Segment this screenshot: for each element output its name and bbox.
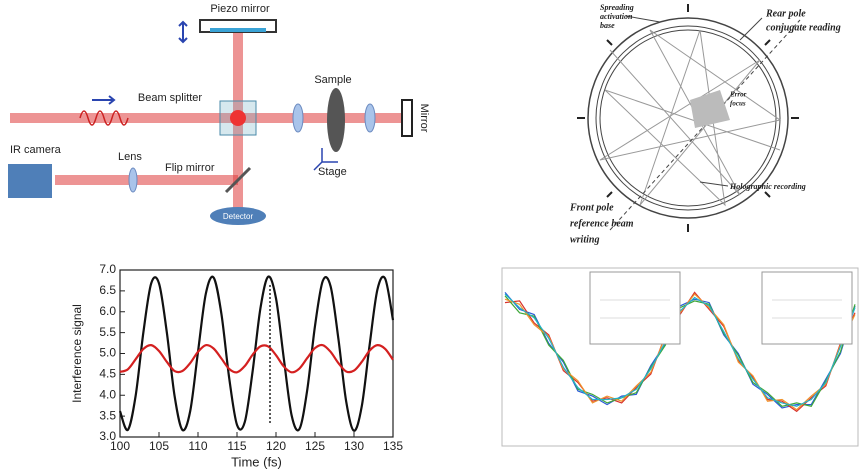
label: base — [600, 21, 615, 30]
label: Mirror — [418, 104, 430, 133]
label: Spreading — [600, 3, 634, 12]
camera — [8, 164, 52, 198]
stage-axes — [313, 148, 338, 171]
y-tick-label: 4.5 — [99, 367, 116, 381]
hologram-diagram — [577, 4, 801, 232]
optics-diagram: Piezo mirror Beam splitter Sample Mirror… — [8, 3, 430, 225]
label: conjugate reading — [766, 22, 841, 33]
flip-mirror — [224, 166, 252, 194]
arrow — [92, 95, 116, 105]
ring — [599, 29, 777, 207]
detector — [210, 207, 266, 225]
lens — [128, 167, 138, 193]
label: writing — [570, 234, 599, 245]
ring — [587, 17, 789, 219]
series-line — [118, 275, 395, 432]
label: activation — [600, 12, 633, 21]
label: Detector — [223, 212, 254, 221]
leader — [625, 15, 661, 23]
x-tick-label: 100 — [110, 439, 130, 453]
label: Rear pole — [765, 8, 806, 19]
mirror-surface — [210, 28, 266, 32]
ticks — [577, 4, 799, 232]
x-tick-label: 120 — [266, 439, 286, 453]
label: Sample — [314, 74, 351, 86]
sample — [327, 88, 345, 152]
label: IR camera — [10, 144, 62, 156]
ring — [595, 25, 781, 211]
pulse — [79, 110, 129, 126]
lens — [292, 103, 304, 133]
label: focus — [730, 100, 746, 108]
label: Flip mirror — [165, 162, 215, 174]
x-tick-label: 105 — [149, 439, 169, 453]
label: Front pole — [569, 202, 614, 213]
y-tick-label: 6.0 — [99, 304, 116, 318]
y-axis-label: Interference signal — [70, 304, 84, 403]
y-tick-label: 7.0 — [99, 262, 116, 276]
lens — [364, 103, 376, 133]
series-line — [119, 343, 394, 374]
x-tick-label: 125 — [305, 439, 325, 453]
x-tick-label: 135 — [383, 439, 403, 453]
label: Piezo mirror — [210, 3, 270, 15]
leader — [739, 17, 763, 41]
rays — [599, 29, 782, 207]
y-tick-label: 3.0 — [99, 429, 116, 443]
x-tick-label: 115 — [227, 439, 246, 453]
arrow — [178, 20, 188, 44]
hologram-labels: Spreading activation base Rear pole conj… — [569, 3, 841, 245]
inset-grid — [600, 299, 842, 319]
inset — [761, 271, 853, 345]
label: Beam splitter — [138, 92, 203, 104]
focus-region — [690, 90, 730, 128]
label: Holographic recording — [729, 182, 806, 191]
focus — [230, 110, 246, 126]
y-tick-label: 5.0 — [99, 346, 116, 360]
mirror — [401, 99, 413, 137]
x-axis-label: Time (fs) — [231, 454, 282, 469]
y-tick-label: 4.0 — [99, 387, 116, 401]
label: Lens — [118, 151, 142, 163]
y-tick-label: 3.5 — [99, 408, 116, 422]
y-tick-label: 6.5 — [99, 283, 116, 297]
x-tick-label: 130 — [344, 439, 364, 453]
y-tick-label: 5.5 — [99, 325, 116, 339]
inset — [589, 271, 681, 345]
label: Stage — [318, 166, 347, 178]
label: Error — [729, 91, 747, 99]
x-tick-label: 110 — [188, 439, 207, 453]
leader — [699, 181, 729, 187]
label: reference beam — [570, 218, 634, 229]
plot-frame — [501, 267, 859, 447]
